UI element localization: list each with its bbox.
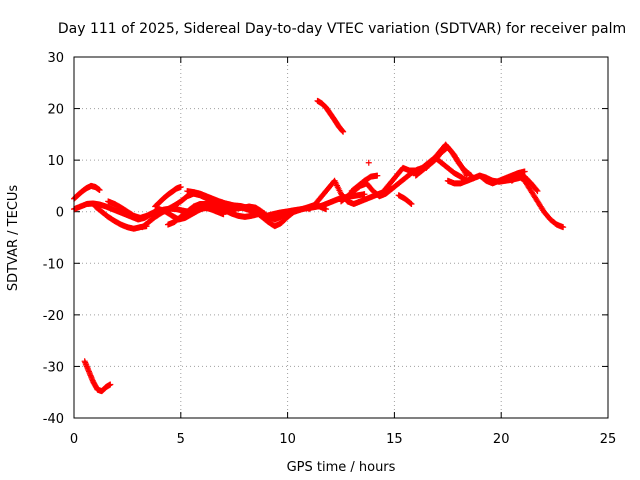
- x-tick-label: 10: [279, 432, 296, 447]
- chart-title: Day 111 of 2025, Sidereal Day-to-day VTE…: [58, 21, 626, 37]
- y-tick-label: -40: [43, 412, 64, 427]
- series-arc-15: [365, 159, 372, 166]
- y-axis-label: SDTVAR / TECUs: [6, 185, 21, 292]
- series-arc-8: [184, 188, 261, 217]
- data-point: [323, 206, 330, 213]
- series-arc-6: [152, 183, 184, 210]
- data-point: [177, 183, 184, 190]
- x-tick-label: 20: [493, 432, 510, 447]
- series-arc-7: [164, 200, 223, 228]
- series-arc-22: [314, 97, 347, 135]
- x-tick-label: 0: [70, 432, 78, 447]
- data-point: [297, 206, 304, 213]
- data-point: [107, 381, 114, 388]
- series-arc-19: [423, 141, 475, 179]
- data-points: [71, 97, 567, 395]
- series-arc-20: [444, 168, 528, 187]
- y-tick-label: 20: [47, 103, 64, 118]
- data-point: [533, 187, 540, 194]
- data-point: [374, 172, 381, 179]
- data-point: [407, 200, 414, 207]
- data-point: [534, 188, 541, 195]
- series-arc-2: [71, 182, 103, 202]
- x-tick-label: 15: [386, 432, 403, 447]
- data-point: [521, 168, 528, 175]
- data-point: [408, 200, 415, 207]
- axis-ticks: 0 5 10 15 20 25 -40 -30 -20 -10 0 10 20 30: [43, 51, 617, 447]
- x-axis-label: GPS time / hours: [287, 460, 396, 475]
- y-tick-label: -30: [43, 360, 64, 375]
- plot-frame: [73, 56, 609, 419]
- x-tick-label: 5: [177, 432, 185, 447]
- y-tick-label: 10: [47, 154, 64, 169]
- y-tick-label: -20: [43, 309, 64, 324]
- y-tick-label: -10: [43, 257, 64, 272]
- data-point: [96, 187, 103, 194]
- series-arc-10: [252, 206, 304, 230]
- data-point: [340, 128, 347, 135]
- x-tick-label: 25: [600, 432, 617, 447]
- grid-lines: [74, 57, 608, 418]
- data-point: [560, 224, 567, 231]
- series-arc-17: [395, 192, 415, 207]
- data-point: [365, 159, 372, 166]
- series-arc-14: [348, 172, 381, 195]
- series-arc-23: [81, 358, 114, 395]
- series-arc-21: [508, 172, 567, 231]
- y-tick-label: 0: [56, 206, 64, 221]
- y-tick-label: 30: [47, 51, 64, 66]
- data-point: [361, 191, 368, 198]
